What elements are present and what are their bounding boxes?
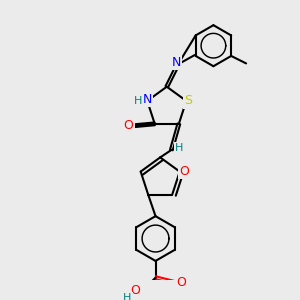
Text: O: O (124, 119, 134, 132)
Text: H: H (175, 143, 183, 153)
Text: H: H (134, 96, 142, 106)
Text: H: H (123, 293, 132, 300)
Text: O: O (177, 276, 187, 289)
Text: N: N (142, 92, 152, 106)
Text: O: O (179, 165, 189, 178)
Text: O: O (130, 284, 140, 297)
Text: N: N (171, 56, 181, 69)
Text: S: S (184, 94, 192, 107)
